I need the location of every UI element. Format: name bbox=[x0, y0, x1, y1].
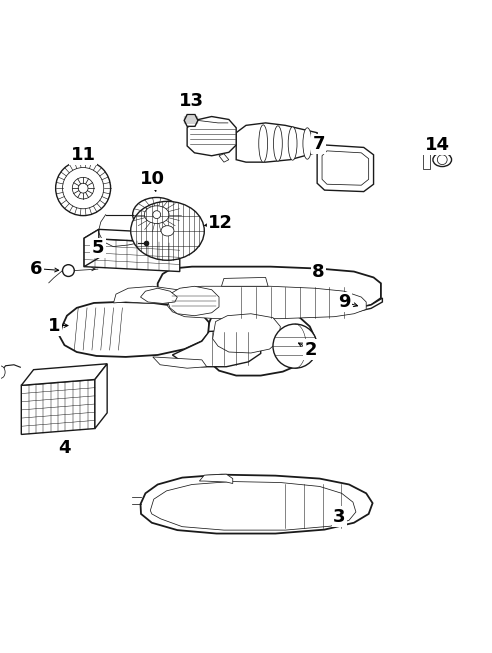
Polygon shape bbox=[158, 266, 381, 313]
Polygon shape bbox=[317, 145, 373, 191]
Ellipse shape bbox=[259, 125, 268, 162]
Text: 10: 10 bbox=[140, 170, 165, 188]
Polygon shape bbox=[322, 151, 369, 185]
Polygon shape bbox=[423, 151, 430, 168]
Circle shape bbox=[72, 178, 94, 199]
Polygon shape bbox=[172, 330, 261, 367]
Circle shape bbox=[273, 324, 317, 368]
Circle shape bbox=[56, 161, 111, 215]
Text: 7: 7 bbox=[312, 135, 325, 153]
Polygon shape bbox=[199, 474, 233, 483]
Circle shape bbox=[153, 211, 160, 219]
Polygon shape bbox=[21, 379, 95, 434]
Ellipse shape bbox=[161, 226, 174, 236]
Polygon shape bbox=[236, 123, 317, 162]
Ellipse shape bbox=[433, 153, 452, 167]
Text: 1: 1 bbox=[48, 317, 61, 334]
Polygon shape bbox=[114, 286, 197, 306]
Polygon shape bbox=[167, 286, 219, 315]
Circle shape bbox=[78, 183, 88, 193]
Polygon shape bbox=[141, 288, 177, 304]
Polygon shape bbox=[187, 116, 236, 156]
Polygon shape bbox=[213, 313, 280, 353]
Polygon shape bbox=[157, 298, 382, 317]
Polygon shape bbox=[221, 278, 268, 286]
Ellipse shape bbox=[144, 206, 169, 223]
Polygon shape bbox=[84, 229, 99, 266]
Text: 12: 12 bbox=[208, 214, 233, 232]
Ellipse shape bbox=[131, 201, 204, 261]
Polygon shape bbox=[84, 229, 194, 243]
Polygon shape bbox=[167, 286, 366, 319]
Polygon shape bbox=[219, 154, 229, 162]
Ellipse shape bbox=[133, 197, 181, 232]
Polygon shape bbox=[60, 302, 209, 357]
Text: 5: 5 bbox=[92, 239, 104, 257]
Circle shape bbox=[437, 155, 447, 165]
Text: 14: 14 bbox=[425, 136, 450, 154]
Circle shape bbox=[62, 168, 104, 209]
Text: 8: 8 bbox=[312, 263, 325, 281]
Text: 13: 13 bbox=[179, 92, 204, 110]
Text: 2: 2 bbox=[305, 341, 317, 358]
Text: 11: 11 bbox=[71, 146, 95, 164]
Ellipse shape bbox=[274, 126, 282, 161]
Polygon shape bbox=[184, 114, 198, 126]
Text: 9: 9 bbox=[338, 293, 350, 311]
Polygon shape bbox=[153, 357, 207, 368]
Text: 6: 6 bbox=[31, 260, 43, 278]
Polygon shape bbox=[141, 475, 372, 534]
Ellipse shape bbox=[303, 128, 312, 159]
Polygon shape bbox=[151, 481, 356, 530]
Ellipse shape bbox=[0, 366, 5, 378]
Circle shape bbox=[62, 264, 74, 276]
Ellipse shape bbox=[288, 127, 297, 160]
Polygon shape bbox=[21, 364, 107, 385]
Polygon shape bbox=[95, 364, 107, 428]
Text: 4: 4 bbox=[58, 439, 71, 457]
Text: 3: 3 bbox=[333, 508, 345, 526]
Polygon shape bbox=[206, 309, 315, 375]
Polygon shape bbox=[84, 238, 180, 272]
